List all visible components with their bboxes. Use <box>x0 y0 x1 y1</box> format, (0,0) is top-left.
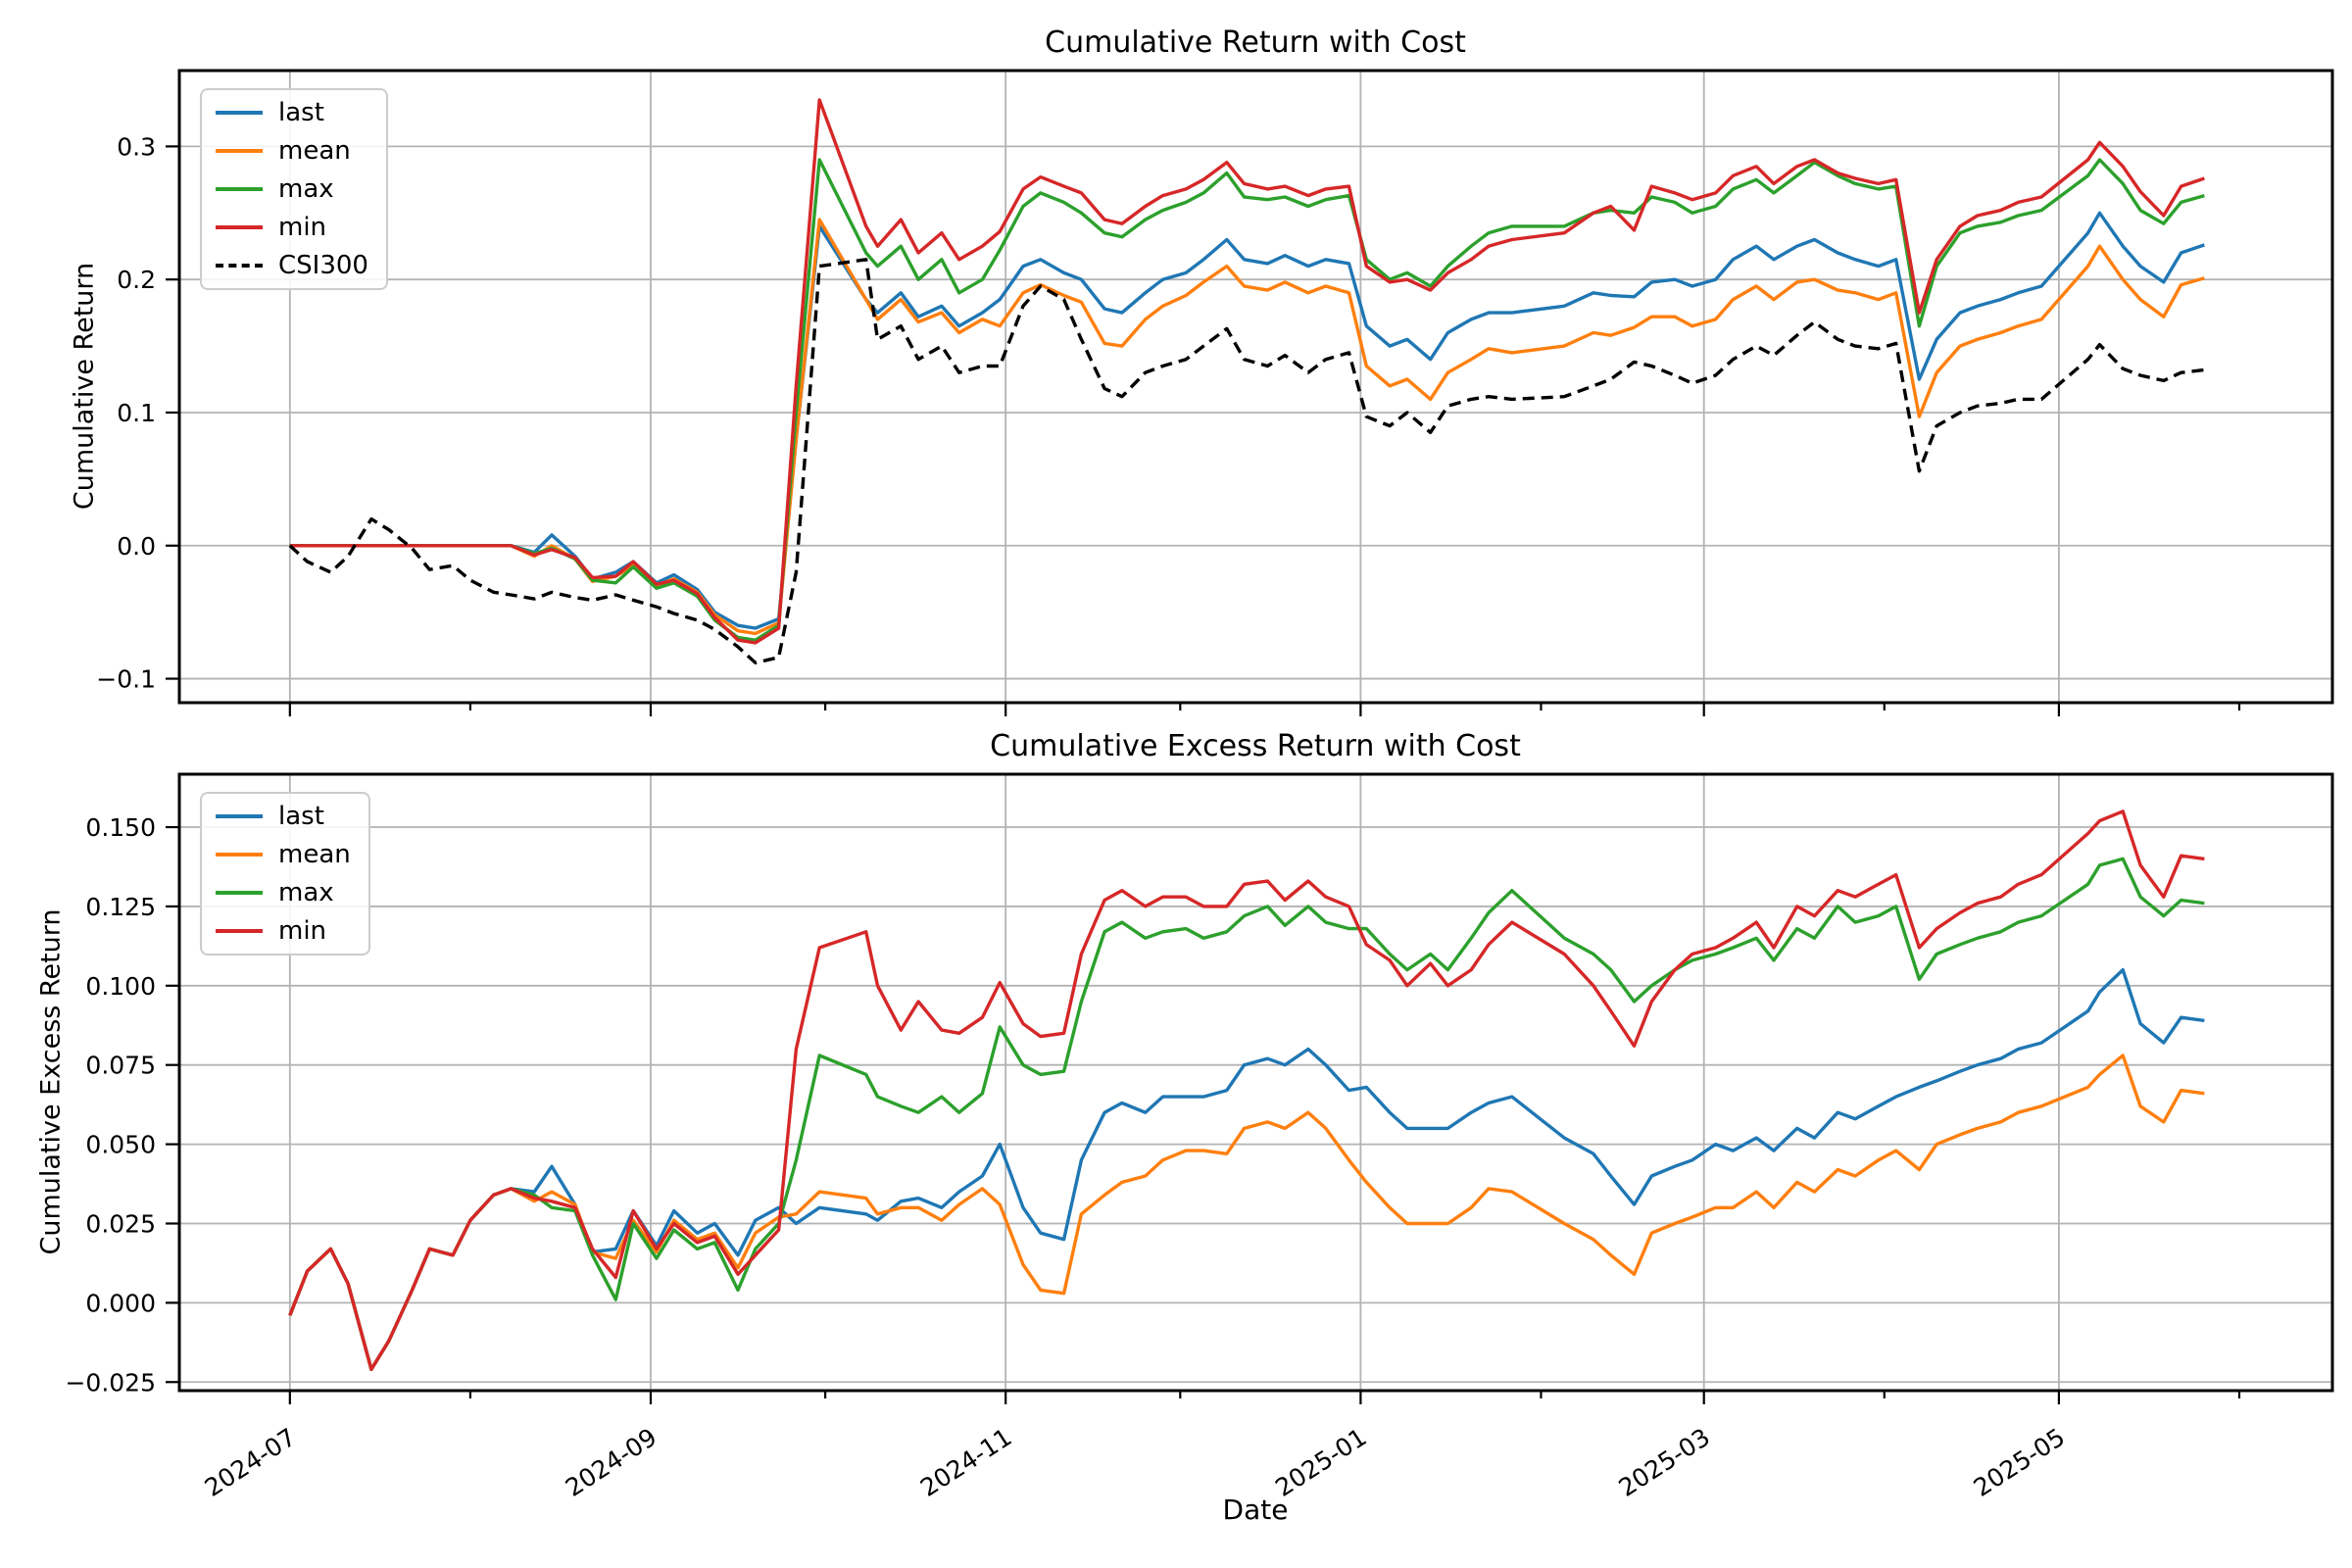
legend-label: CSI300 <box>278 251 368 280</box>
legend-bottom: last mean max min <box>200 792 370 956</box>
legend-item-csi300: CSI300 <box>216 253 368 278</box>
max-line-swatch <box>216 187 263 191</box>
top-y-tick-label: −0.1 <box>96 665 156 694</box>
legend-label: min <box>278 213 327 242</box>
top-series <box>288 98 2205 664</box>
bottom-axes-border <box>177 772 2334 1393</box>
top-y-tick-label: 0.2 <box>117 266 156 294</box>
legend-top: last mean max min CSI300 <box>200 88 388 290</box>
top-axes-border <box>177 69 2334 705</box>
bottom-y-tick-labels: −0.025 0.000 0.025 0.050 0.075 0.100 0.125 0.15… <box>65 813 156 1396</box>
top-y-tick-label: 0.3 <box>117 132 156 161</box>
x-tick-label: 2024-09 <box>561 1423 662 1502</box>
x-tick-label: 2024-07 <box>200 1423 301 1502</box>
max-line-swatch <box>216 891 263 895</box>
csi300-line-swatch <box>216 264 263 268</box>
bottom-y-tick-label: 0.075 <box>85 1052 156 1080</box>
legend-item-mean: mean <box>216 842 351 867</box>
legend-label: max <box>278 878 334 907</box>
top-y-tick-label: 0.0 <box>117 532 156 561</box>
legend-item-mean: mean <box>216 138 368 164</box>
top-grid <box>179 71 2332 703</box>
bottom-y-tick-label: 0.000 <box>85 1289 156 1317</box>
legend-label: last <box>278 802 324 831</box>
bottom-y-tick-label: 0.150 <box>85 813 156 842</box>
top-y-axis-label: Cumulative Return <box>69 262 100 511</box>
top-y-tick-labels: −0.1 0.0 0.1 0.2 0.3 <box>96 132 156 693</box>
x-tick-label: 2025-03 <box>1614 1423 1715 1502</box>
legend-label: min <box>278 916 327 946</box>
legend-item-min: min <box>216 918 351 944</box>
last-line-swatch <box>216 111 263 115</box>
top-plot-background <box>179 71 2332 703</box>
legend-label: last <box>278 98 324 127</box>
top-line-min <box>289 98 2205 645</box>
x-axis-label: Date <box>1222 1494 1289 1526</box>
bottom-y-tick-label: 0.050 <box>85 1131 156 1159</box>
legend-item-last: last <box>216 100 368 125</box>
legend-label: max <box>278 174 334 204</box>
top-line-csi300 <box>288 258 2205 664</box>
top-line-max <box>289 158 2205 642</box>
legend-item-max: max <box>216 176 368 202</box>
bottom-y-tick-label: −0.025 <box>65 1368 156 1396</box>
legend-label: mean <box>278 136 351 166</box>
mean-line-swatch <box>216 853 263 857</box>
bottom-plot-background <box>179 774 2332 1391</box>
bottom-axes: −0.025 0.000 0.025 0.050 0.075 0.100 0.125 0.15… <box>65 772 2334 1502</box>
legend-item-max: max <box>216 880 351 906</box>
last-line-swatch <box>216 814 263 818</box>
bottom-series <box>288 809 2205 1372</box>
min-line-swatch <box>216 225 263 229</box>
top-ticks <box>166 145 2241 716</box>
bottom-line-min <box>288 809 2205 1372</box>
bottom-ticks <box>166 825 2241 1404</box>
legend-item-min: min <box>216 215 368 240</box>
top-y-tick-label: 0.1 <box>117 399 156 427</box>
bottom-grid <box>179 774 2332 1391</box>
bottom-y-tick-label: 0.125 <box>85 893 156 921</box>
bottom-y-tick-label: 0.025 <box>85 1209 156 1238</box>
x-tick-label: 2025-01 <box>1270 1423 1371 1502</box>
min-line-swatch <box>216 929 263 933</box>
bottom-y-tick-label: 0.100 <box>85 972 156 1001</box>
mean-line-swatch <box>216 149 263 153</box>
legend-item-last: last <box>216 804 351 829</box>
bottom-chart-title: Cumulative Excess Return with Cost <box>990 729 1521 763</box>
x-tick-labels: 2024-07 2024-09 2024-11 2025-01 2025-03 2025-… <box>200 1423 2071 1502</box>
legend-label: mean <box>278 840 351 869</box>
x-tick-label: 2024-11 <box>915 1423 1016 1502</box>
x-tick-label: 2025-05 <box>1969 1423 2070 1502</box>
top-chart-title: Cumulative Return with Cost <box>1045 25 1466 60</box>
top-axes: −0.1 0.0 0.1 0.2 0.3 <box>96 69 2334 716</box>
bottom-y-axis-label: Cumulative Excess Return <box>35 908 67 1255</box>
bottom-line-max <box>288 857 2205 1372</box>
